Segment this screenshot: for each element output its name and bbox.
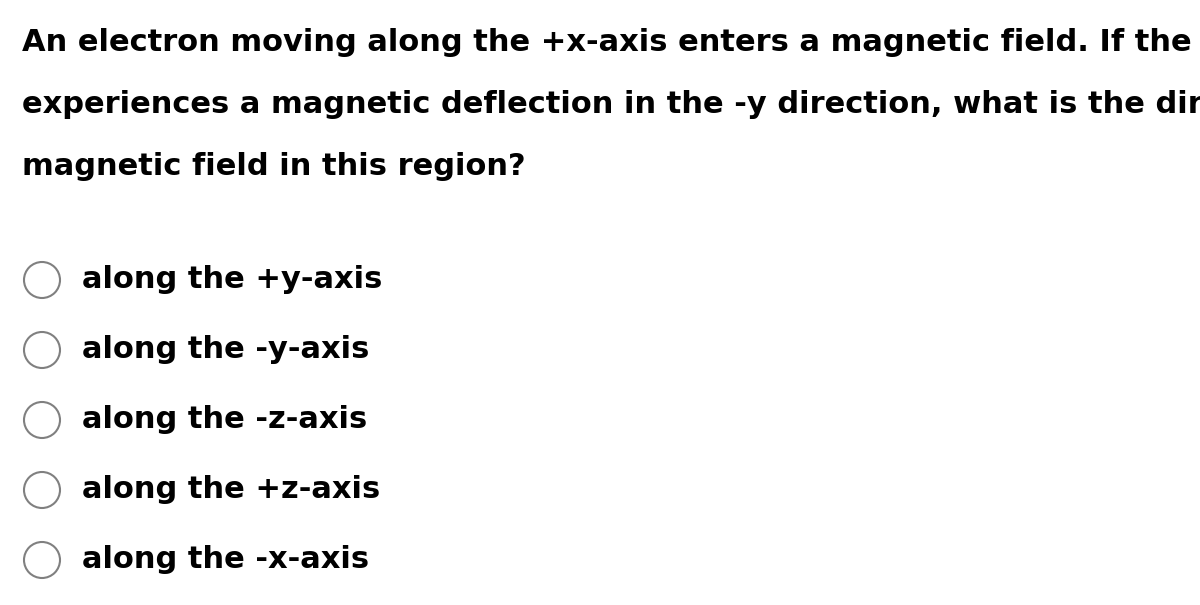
Circle shape xyxy=(24,472,60,508)
Text: magnetic field in this region?: magnetic field in this region? xyxy=(22,152,526,181)
Text: experiences a magnetic deflection in the -y direction, what is the direction of : experiences a magnetic deflection in the… xyxy=(22,90,1200,119)
Text: along the -x-axis: along the -x-axis xyxy=(82,546,370,575)
Text: An electron moving along the +x-axis enters a magnetic field. If the electron: An electron moving along the +x-axis ent… xyxy=(22,28,1200,57)
Circle shape xyxy=(24,402,60,438)
Text: along the +y-axis: along the +y-axis xyxy=(82,266,383,295)
Circle shape xyxy=(24,332,60,368)
Text: along the -y-axis: along the -y-axis xyxy=(82,336,370,364)
Circle shape xyxy=(24,542,60,578)
Text: along the +z-axis: along the +z-axis xyxy=(82,476,380,505)
Text: along the -z-axis: along the -z-axis xyxy=(82,405,367,434)
Circle shape xyxy=(24,262,60,298)
